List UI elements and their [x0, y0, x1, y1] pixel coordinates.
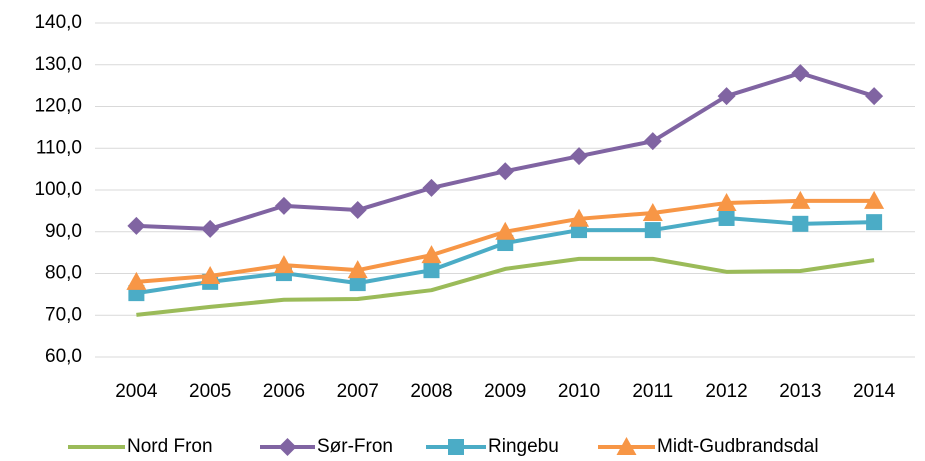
x-tick-label: 2004: [115, 381, 158, 402]
data-point: [643, 132, 662, 151]
x-tick-label: 2005: [189, 381, 231, 402]
data-point: [273, 255, 294, 274]
x-tick-label: 2012: [705, 381, 747, 402]
data-point: [790, 190, 811, 209]
data-point: [864, 190, 885, 209]
y-tick-label: 140,0: [34, 12, 82, 33]
legend-marker: [616, 437, 637, 455]
data-point: [792, 215, 809, 232]
y-tick-label: 110,0: [36, 137, 82, 158]
data-point: [570, 147, 589, 166]
x-tick-label: 2006: [263, 381, 305, 402]
data-point: [718, 209, 735, 226]
x-tick-label: 2010: [558, 381, 600, 402]
y-tick-label: 70,0: [45, 304, 82, 325]
data-point: [423, 262, 440, 279]
series-line: [136, 71, 875, 231]
data-point: [348, 201, 367, 220]
x-tick-label: 2011: [632, 381, 673, 402]
data-point: [421, 245, 442, 264]
y-tick-label: 90,0: [45, 221, 82, 242]
data-point: [717, 87, 736, 106]
y-tick-label: 120,0: [34, 96, 82, 117]
legend-label: Nord Fron: [127, 436, 213, 457]
x-tick-label: 2009: [484, 381, 526, 402]
data-point: [716, 192, 737, 211]
x-tick-label: 2014: [853, 381, 896, 402]
data-point: [642, 202, 663, 221]
data-point: [496, 162, 515, 181]
data-point: [865, 87, 884, 106]
y-tick-label: 130,0: [34, 54, 82, 75]
data-point: [644, 222, 661, 239]
series-line: [136, 256, 875, 317]
data-point: [866, 214, 883, 231]
data-point: [274, 196, 293, 215]
data-point: [201, 219, 220, 238]
legend-marker: [278, 438, 297, 456]
legend-label: Sør-Fron: [317, 436, 393, 457]
y-tick-label: 60,0: [45, 346, 82, 367]
x-tick-label: 2007: [337, 381, 379, 402]
data-point: [495, 221, 516, 240]
data-point: [127, 216, 146, 235]
data-point: [349, 275, 366, 292]
x-tick-label: 2008: [410, 381, 452, 402]
data-point: [126, 271, 147, 290]
y-tick-label: 100,0: [34, 179, 82, 200]
data-point: [347, 260, 368, 279]
data-point: [569, 208, 590, 227]
legend-label: Midt-Gudbrandsdal: [657, 436, 819, 457]
data-point: [422, 178, 441, 197]
legend-label: Ringebu: [488, 436, 559, 457]
x-tick-label: 2013: [779, 381, 821, 402]
data-point: [791, 64, 810, 83]
y-tick-label: 80,0: [45, 263, 82, 284]
legend-marker: [448, 439, 464, 455]
data-point: [200, 266, 221, 285]
